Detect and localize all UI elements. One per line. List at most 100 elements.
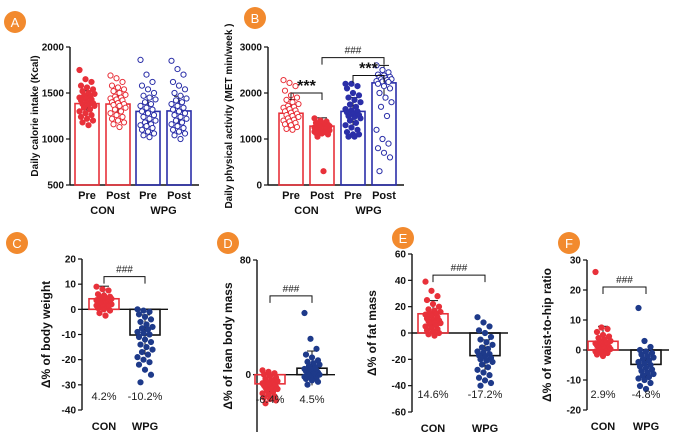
data-point <box>283 96 290 104</box>
data-point <box>266 395 274 403</box>
y-tick-label: 0 <box>245 370 251 381</box>
data-point <box>292 83 299 90</box>
data-point <box>293 94 301 101</box>
data-point <box>110 121 117 128</box>
x-group-label: CON <box>294 205 319 217</box>
series-con <box>417 278 449 339</box>
panel-label: A <box>11 15 20 30</box>
data-point <box>140 356 147 363</box>
data-point <box>324 131 332 138</box>
significance-label: ### <box>616 275 633 286</box>
x-group-label: WPG <box>355 205 381 217</box>
data-point <box>373 62 380 69</box>
data-point <box>379 135 386 143</box>
data-point <box>140 307 147 314</box>
data-point <box>383 112 391 120</box>
y-tick-label: 1000 <box>240 135 263 146</box>
significance-bracket: ### <box>103 265 146 284</box>
series-wpg <box>129 306 161 386</box>
panel-label-badge: E <box>392 227 414 249</box>
data-point <box>274 385 281 393</box>
data-point <box>349 89 357 97</box>
data-point <box>150 111 158 119</box>
y-axis-title: Δ% of body weight <box>39 281 53 388</box>
series-wpg <box>630 304 662 393</box>
data-point <box>122 91 129 98</box>
data-point <box>77 82 85 89</box>
data-point <box>374 145 382 152</box>
x-category-label: Pre <box>344 190 362 202</box>
data-point <box>91 90 98 98</box>
data-point <box>489 341 496 348</box>
series-wpg-pre <box>340 80 366 186</box>
y-tick-label: 500 <box>47 181 64 192</box>
data-point <box>102 312 109 319</box>
data-point <box>106 307 114 314</box>
y-tick-label: 80 <box>240 256 252 267</box>
data-point <box>174 123 181 130</box>
data-point <box>428 287 435 294</box>
bracket-line <box>269 295 313 303</box>
y-tick-label: 20 <box>570 286 582 297</box>
data-point <box>180 71 187 78</box>
data-point <box>149 78 156 86</box>
panel-label: D <box>223 236 232 251</box>
data-point <box>91 102 98 109</box>
y-tick-label: 10 <box>65 280 77 291</box>
data-point <box>316 361 323 368</box>
data-point <box>119 78 126 86</box>
bracket-line <box>321 57 385 65</box>
data-point <box>636 382 644 390</box>
data-point <box>143 104 150 111</box>
panel-label-badge: F <box>558 232 580 254</box>
data-point <box>140 330 147 337</box>
data-point <box>283 125 290 132</box>
data-point <box>171 89 178 97</box>
y-axis-title: Daily calorie intake (Kcal) <box>30 55 41 176</box>
data-point <box>96 310 103 317</box>
x-category-label: WPG <box>633 421 659 433</box>
mean-percent-label: -6.4% <box>256 394 285 406</box>
y-axis-title: Daily physical activity (MET min/week ) <box>224 23 235 208</box>
data-point <box>143 123 150 130</box>
data-point <box>113 111 120 119</box>
data-point <box>380 149 388 156</box>
data-point <box>122 104 129 111</box>
data-point <box>135 311 143 318</box>
data-point <box>477 382 484 389</box>
data-point <box>172 97 180 104</box>
panel-label: E <box>399 231 408 246</box>
data-point <box>641 376 648 384</box>
y-axis-title: Δ% of fat mass <box>365 290 379 376</box>
data-point <box>434 293 441 300</box>
data-point <box>141 99 149 106</box>
data-point <box>260 394 268 401</box>
mean-percent-label: -4.8% <box>632 389 661 401</box>
data-point <box>100 306 108 313</box>
data-point <box>117 108 125 115</box>
data-point <box>376 89 383 97</box>
significance-label: ### <box>116 265 133 276</box>
data-point <box>380 83 388 90</box>
data-point <box>475 374 483 381</box>
data-point <box>598 324 605 331</box>
data-point <box>114 84 122 91</box>
data-point <box>146 94 153 101</box>
data-point <box>286 79 293 86</box>
significance-label: *** <box>297 78 316 95</box>
series-wpg-post <box>166 57 192 186</box>
data-point <box>307 335 314 342</box>
data-point <box>137 341 144 348</box>
data-point <box>138 82 146 89</box>
data-point <box>174 102 181 109</box>
y-tick-label: -60 <box>392 408 407 419</box>
data-point <box>487 379 495 387</box>
x-group-label: WPG <box>150 205 176 217</box>
data-point <box>308 354 316 361</box>
data-point <box>604 325 611 333</box>
data-point <box>382 94 389 101</box>
data-point <box>484 345 492 352</box>
data-point <box>116 102 123 109</box>
data-point <box>474 366 481 373</box>
